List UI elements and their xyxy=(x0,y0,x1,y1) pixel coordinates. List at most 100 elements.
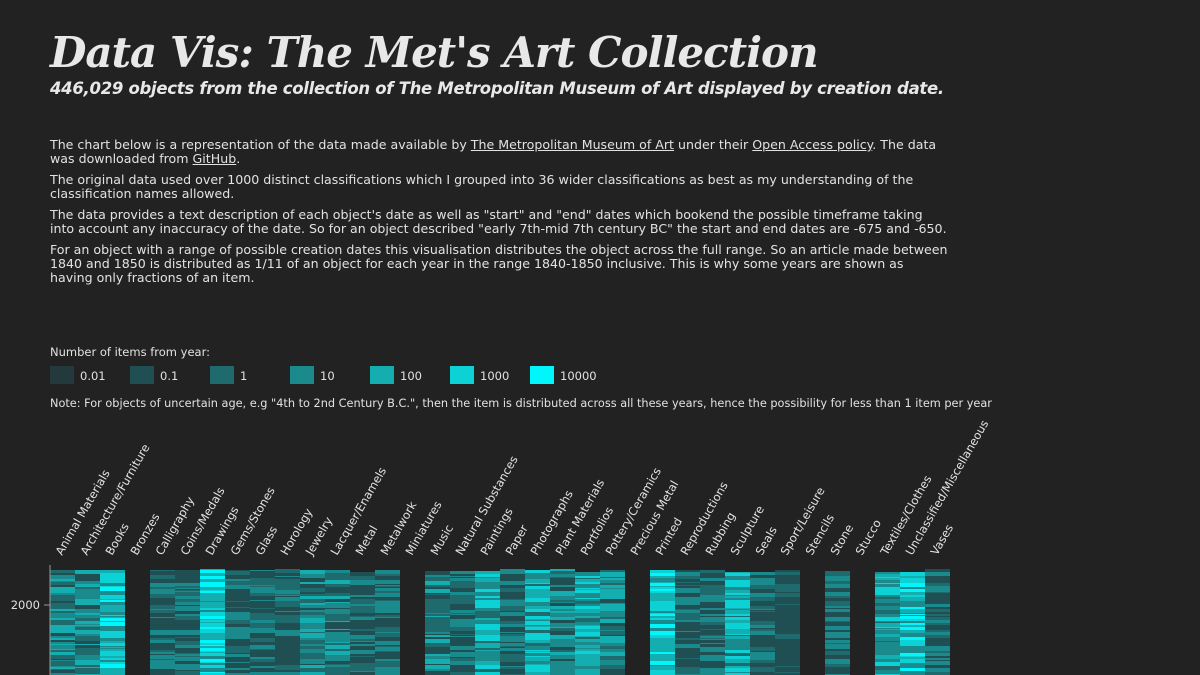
heatmap-cell xyxy=(450,646,475,647)
heatmap-cell xyxy=(50,582,75,585)
met-museum-link[interactable]: The Metropolitan Museum of Art xyxy=(470,137,674,152)
heatmap-cell xyxy=(350,658,375,660)
heatmap-cell xyxy=(925,597,950,600)
heatmap-cell xyxy=(350,587,375,591)
heatmap-cell xyxy=(875,595,900,597)
heatmap-cell xyxy=(250,662,275,666)
heatmap-cell xyxy=(250,638,275,642)
heatmap-cell xyxy=(75,660,100,663)
heatmap-cell xyxy=(275,630,300,632)
heatmap-cell xyxy=(275,579,300,583)
heatmap-cell xyxy=(700,664,725,668)
heatmap-cell xyxy=(725,630,750,634)
heatmap-cell xyxy=(225,653,250,654)
heatmap-cell xyxy=(925,569,950,571)
heatmap-cell xyxy=(50,611,75,612)
heatmap-cell xyxy=(550,595,575,596)
heatmap-cell xyxy=(75,581,100,584)
heatmap-cell xyxy=(150,605,175,609)
heatmap-cell xyxy=(900,581,925,583)
heatmap-cell xyxy=(550,664,575,668)
heatmap-cell xyxy=(925,653,950,656)
heatmap-cell xyxy=(300,584,325,588)
heatmap-cell xyxy=(325,630,350,632)
y-axis-tick-label: 2000 xyxy=(11,598,40,612)
heatmap-cell xyxy=(375,582,400,584)
heatmap-cell xyxy=(225,608,250,609)
heatmap-cell xyxy=(600,572,625,575)
heatmap-cell xyxy=(775,641,800,644)
heatmap-cell xyxy=(50,622,75,625)
heatmap-cell xyxy=(600,604,625,608)
heatmap-cell xyxy=(875,599,900,603)
heatmap-cell xyxy=(50,666,75,667)
heatmap-cell xyxy=(200,570,225,573)
heatmap-cell xyxy=(575,579,600,582)
heatmap-cell xyxy=(875,666,900,670)
heatmap-cell xyxy=(300,641,325,644)
heatmap-cell xyxy=(925,580,950,583)
heatmap-cell xyxy=(650,618,675,620)
heatmap-cell xyxy=(775,649,800,650)
heatmap-cell xyxy=(250,628,275,630)
heatmap-cell xyxy=(825,644,850,646)
heatmap-cell xyxy=(275,629,300,630)
heatmap-cell xyxy=(75,621,100,623)
heatmap-cell xyxy=(500,612,525,616)
heatmap-cell xyxy=(275,636,300,639)
open-access-link[interactable]: Open Access policy xyxy=(752,137,873,152)
heatmap-cell xyxy=(200,662,225,663)
heatmap-cell xyxy=(550,569,575,571)
heatmap-cell xyxy=(825,643,850,644)
heatmap-cell xyxy=(550,574,575,577)
heatmap-cell xyxy=(250,613,275,616)
heatmap-cell xyxy=(575,654,600,657)
heatmap-cell xyxy=(600,669,625,672)
heatmap-cell xyxy=(475,662,500,665)
heatmap-cell xyxy=(375,641,400,645)
heatmap-cell xyxy=(775,662,800,666)
heatmap-cell xyxy=(875,662,900,665)
heatmap-cell xyxy=(375,597,400,600)
heatmap-cell xyxy=(250,586,275,587)
heatmap-cell xyxy=(875,665,900,666)
heatmap-cell xyxy=(225,663,250,667)
heatmap-cell xyxy=(325,655,350,658)
heatmap-cell xyxy=(500,600,525,604)
heatmap-cell xyxy=(600,657,625,660)
heatmap-cell xyxy=(425,604,450,607)
heatmap-cell xyxy=(200,645,225,646)
heatmap-cell xyxy=(300,588,325,592)
heatmap-cell xyxy=(525,624,550,625)
heatmap-cell xyxy=(550,593,575,595)
heatmap-cell xyxy=(450,656,475,657)
heatmap-cell xyxy=(150,665,175,669)
heatmap-cell xyxy=(675,631,700,632)
heatmap-cell xyxy=(900,578,925,581)
heatmap-cell xyxy=(900,583,925,587)
heatmap-cell xyxy=(375,645,400,646)
heatmap-cell xyxy=(275,663,300,665)
heatmap-cell xyxy=(600,585,625,588)
heatmap-cell xyxy=(450,637,475,638)
heatmap-cell xyxy=(575,582,600,584)
heatmap-cell xyxy=(350,617,375,620)
heatmap-cell xyxy=(175,574,200,575)
heatmap-cell xyxy=(450,668,475,672)
heatmap-cell xyxy=(150,654,175,655)
heatmap-cell xyxy=(250,575,275,578)
heatmap-cell xyxy=(775,648,800,649)
heatmap-cell xyxy=(225,614,250,617)
github-link[interactable]: GitHub xyxy=(192,151,237,166)
heatmap-cell xyxy=(650,670,675,673)
heatmap-cell xyxy=(200,612,225,616)
heatmap-cell xyxy=(825,607,850,608)
heatmap-cell xyxy=(425,611,450,613)
heatmap-cell xyxy=(150,610,175,613)
heatmap-cell xyxy=(450,588,475,592)
heatmap-cell xyxy=(350,656,375,657)
heatmap-cell xyxy=(325,622,350,626)
heatmap-cell xyxy=(300,594,325,596)
heatmap-cell xyxy=(225,602,250,605)
heatmap-cell xyxy=(325,664,350,665)
